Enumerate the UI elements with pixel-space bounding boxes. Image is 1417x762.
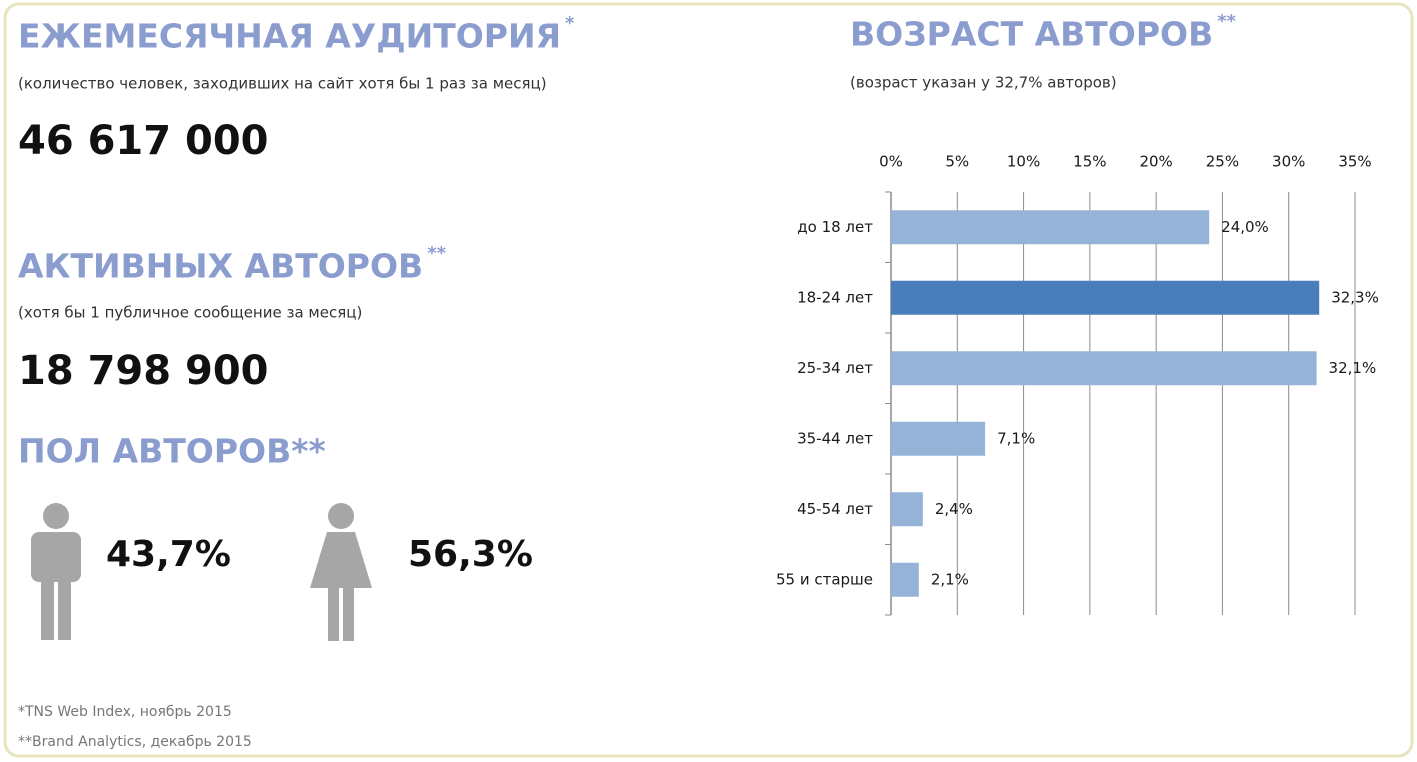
x-tick-label: 25% [1206,153,1239,171]
big-number: 46 617 000 [18,118,269,164]
bar [891,210,1210,245]
footnote: *TNS Web Index, ноябрь 2015 [18,704,232,720]
note-mark: * [565,13,575,34]
male-icon [31,503,81,640]
big-number: 18 798 900 [18,348,269,394]
section-subtitle: (количество человек, заходивших на сайт … [18,75,547,93]
y-tick-label: 45-54 лет [797,500,873,518]
x-tick-label: 0% [879,153,903,171]
x-tick-label: 30% [1272,153,1305,171]
value-label: 24,0% [1221,218,1269,236]
y-tick-label: 35-44 лет [797,429,873,447]
note-mark: ** [1217,11,1236,32]
x-tick-label: 35% [1338,153,1371,171]
section-title: ЕЖЕМЕСЯЧНАЯ АУДИТОРИЯ [18,17,561,56]
value-label: 7,1% [997,429,1035,447]
x-tick-label: 15% [1073,153,1106,171]
female-share: 56,3% [408,534,533,575]
value-label: 2,1% [931,570,969,588]
section-title: АКТИВНЫХ АВТОРОВ [18,247,423,286]
x-tick-label: 20% [1139,153,1172,171]
chart-subtitle: (возраст указан у 32,7% авторов) [850,74,1117,92]
value-label: 2,4% [935,500,973,518]
bar [891,280,1320,315]
section-title: ПОЛ АВТОРОВ** [18,432,326,471]
note-mark: ** [427,243,446,264]
value-label: 32,3% [1331,288,1379,306]
y-tick-label: 25-34 лет [797,359,873,377]
bar [891,351,1317,386]
value-label: 32,1% [1329,359,1377,377]
y-tick-label: 18-24 лет [797,288,873,306]
male-share: 43,7% [106,534,231,575]
bar [891,421,986,456]
female-icon [310,503,372,641]
x-tick-label: 5% [945,153,969,171]
y-tick-label: до 18 лет [797,218,873,236]
bar [891,562,919,597]
chart-title: ВОЗРАСТ АВТОРОВ [850,15,1213,54]
bar [891,492,923,527]
section-subtitle: (хотя бы 1 публичное сообщение за месяц) [18,304,362,322]
x-tick-label: 10% [1007,153,1040,171]
y-tick-label: 55 и старше [776,570,873,588]
footnote: **Brand Analytics, декабрь 2015 [18,734,252,750]
